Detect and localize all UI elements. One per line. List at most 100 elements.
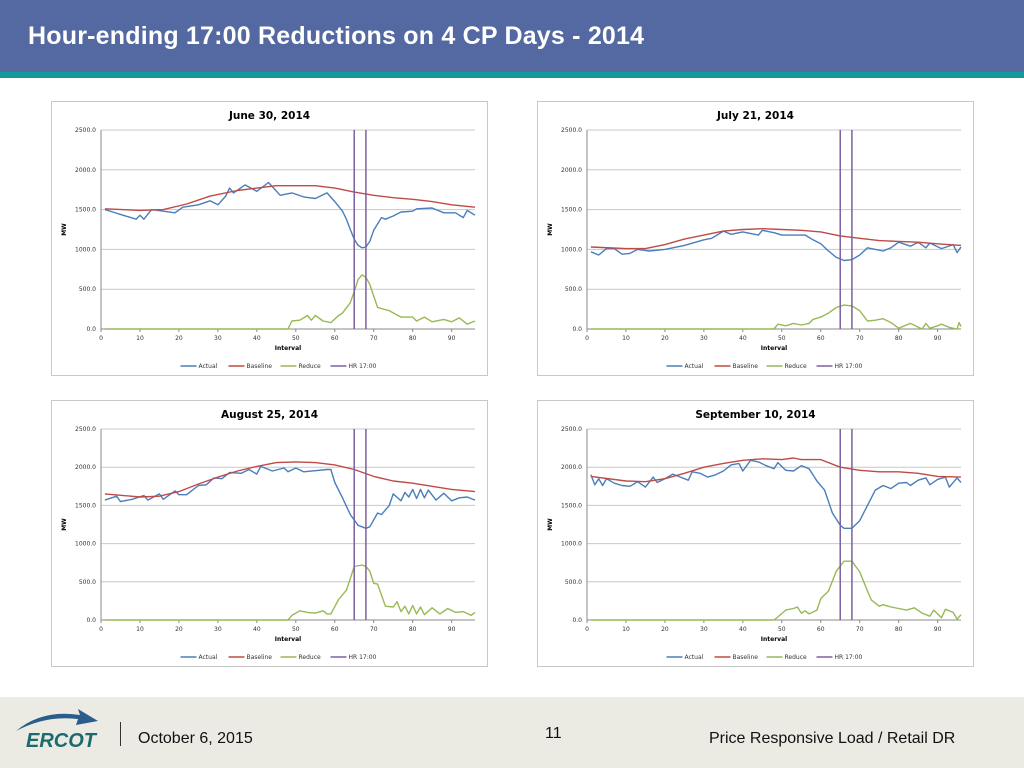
y-tick-label: 500.0 bbox=[565, 579, 582, 586]
x-tick-label: 20 bbox=[175, 626, 183, 633]
y-tick-label: 0.0 bbox=[572, 326, 582, 333]
y-tick-label: 2500.0 bbox=[75, 426, 96, 433]
x-tick-label: 40 bbox=[253, 335, 261, 342]
legend-label: HR 17:00 bbox=[835, 654, 863, 661]
y-tick-label: 2000.0 bbox=[75, 464, 96, 471]
chart-svg: June 30, 2014 0.0 500.0 1000.0 1500.0 2000.0 2… bbox=[61, 110, 476, 370]
x-tick-label: 10 bbox=[622, 626, 630, 633]
series-reduce-line bbox=[104, 274, 476, 330]
y-tick-label: 1000.0 bbox=[75, 246, 96, 253]
legend-label: Actual bbox=[199, 363, 218, 370]
x-tick-label: 0 bbox=[585, 626, 589, 633]
ercot-logo: ERCOT bbox=[16, 709, 98, 751]
series-reduce-line bbox=[590, 560, 962, 621]
y-tick-label: 2000.0 bbox=[75, 167, 96, 174]
x-axis-label: Interval bbox=[761, 345, 787, 352]
logo-text: ERCOT bbox=[26, 730, 98, 751]
x-tick-label: 80 bbox=[409, 626, 417, 633]
footer-date: October 6, 2015 bbox=[138, 730, 253, 747]
series-reduce-line bbox=[104, 564, 476, 621]
series-baseline-line bbox=[590, 227, 962, 250]
x-tick-label: 30 bbox=[700, 335, 708, 342]
chart-title: September 10, 2014 bbox=[695, 409, 815, 421]
y-tick-label: 0.0 bbox=[86, 326, 96, 333]
y-tick-label: 2500.0 bbox=[561, 426, 582, 433]
y-tick-label: 500.0 bbox=[79, 579, 96, 586]
chart-svg: July 21, 2014 0.0 500.0 1000.0 1500.0 2000.0 2… bbox=[547, 110, 962, 370]
legend-label: HR 17:00 bbox=[835, 363, 863, 370]
chart-september-10: September 10, 2014 0.0 500.0 1000.0 1500.0 20… bbox=[537, 400, 974, 667]
x-tick-label: 70 bbox=[370, 335, 378, 342]
y-tick-label: 2000.0 bbox=[561, 464, 582, 471]
x-tick-label: 10 bbox=[136, 626, 144, 633]
logo-swoosh-icon bbox=[16, 709, 98, 731]
x-tick-label: 60 bbox=[331, 335, 339, 342]
series-actual-line bbox=[104, 465, 476, 530]
y-tick-label: 500.0 bbox=[565, 286, 582, 293]
x-tick-label: 80 bbox=[895, 626, 903, 633]
footer-divider bbox=[120, 722, 121, 746]
x-tick-label: 70 bbox=[856, 626, 864, 633]
legend-label: Reduce bbox=[299, 363, 322, 370]
slide-footer bbox=[0, 697, 1024, 768]
y-tick-label: 1500.0 bbox=[75, 502, 96, 509]
x-tick-label: 0 bbox=[99, 335, 103, 342]
slide-title: Hour-ending 17:00 Reductions on 4 CP Day… bbox=[28, 22, 645, 50]
y-tick-label: 0.0 bbox=[572, 617, 582, 624]
y-tick-label: 2000.0 bbox=[561, 167, 582, 174]
y-axis-label: MW bbox=[61, 518, 68, 531]
legend-label: Baseline bbox=[247, 363, 273, 370]
series-baseline-line bbox=[104, 184, 476, 212]
x-tick-label: 70 bbox=[370, 626, 378, 633]
chart-title: August 25, 2014 bbox=[221, 409, 318, 421]
x-axis-label: Interval bbox=[761, 636, 787, 643]
x-tick-label: 90 bbox=[934, 626, 942, 633]
y-axis-label: MW bbox=[547, 518, 554, 531]
series-actual-line bbox=[104, 181, 476, 249]
y-tick-label: 1000.0 bbox=[75, 541, 96, 548]
y-tick-label: 2500.0 bbox=[561, 127, 582, 134]
chart-july-21: July 21, 2014 0.0 500.0 1000.0 1500.0 2000.0 2… bbox=[537, 101, 974, 376]
x-tick-label: 40 bbox=[739, 626, 747, 633]
y-tick-label: 1500.0 bbox=[75, 207, 96, 214]
x-tick-label: 90 bbox=[448, 626, 456, 633]
legend-label: Baseline bbox=[733, 654, 759, 661]
header-stripe bbox=[0, 72, 1024, 78]
chart-svg: August 25, 2014 0.0 500.0 1000.0 1500.0 2000.… bbox=[61, 409, 476, 661]
legend-label: Reduce bbox=[785, 654, 808, 661]
legend-label: Baseline bbox=[247, 654, 273, 661]
x-tick-label: 80 bbox=[895, 335, 903, 342]
y-tick-label: 1500.0 bbox=[561, 207, 582, 214]
series-baseline-line bbox=[104, 461, 476, 498]
x-tick-label: 60 bbox=[817, 335, 825, 342]
x-tick-label: 20 bbox=[175, 335, 183, 342]
series-baseline-line bbox=[590, 457, 962, 483]
slide-header bbox=[0, 0, 1024, 72]
x-tick-label: 50 bbox=[292, 335, 300, 342]
x-tick-label: 70 bbox=[856, 335, 864, 342]
x-tick-label: 50 bbox=[292, 626, 300, 633]
y-axis-label: MW bbox=[61, 223, 68, 236]
chart-svg: September 10, 2014 0.0 500.0 1000.0 1500.0 20… bbox=[547, 409, 962, 661]
legend-label: HR 17:00 bbox=[349, 654, 377, 661]
x-tick-label: 80 bbox=[409, 335, 417, 342]
x-tick-label: 10 bbox=[136, 335, 144, 342]
y-tick-label: 2500.0 bbox=[75, 127, 96, 134]
x-tick-label: 0 bbox=[585, 335, 589, 342]
x-tick-label: 30 bbox=[214, 335, 222, 342]
chart-title: July 21, 2014 bbox=[716, 110, 794, 122]
page-number: 11 bbox=[545, 725, 562, 742]
x-tick-label: 90 bbox=[448, 335, 456, 342]
y-axis-label: MW bbox=[547, 223, 554, 236]
legend-label: Baseline bbox=[733, 363, 759, 370]
legend-label: HR 17:00 bbox=[349, 363, 377, 370]
x-tick-label: 30 bbox=[214, 626, 222, 633]
x-tick-label: 20 bbox=[661, 626, 669, 633]
y-tick-label: 1500.0 bbox=[561, 502, 582, 509]
y-tick-label: 1000.0 bbox=[561, 246, 582, 253]
x-axis-label: Interval bbox=[275, 636, 301, 643]
chart-august-25: August 25, 2014 0.0 500.0 1000.0 1500.0 2000.… bbox=[51, 400, 488, 667]
x-tick-label: 50 bbox=[778, 335, 786, 342]
x-tick-label: 20 bbox=[661, 335, 669, 342]
x-tick-label: 50 bbox=[778, 626, 786, 633]
